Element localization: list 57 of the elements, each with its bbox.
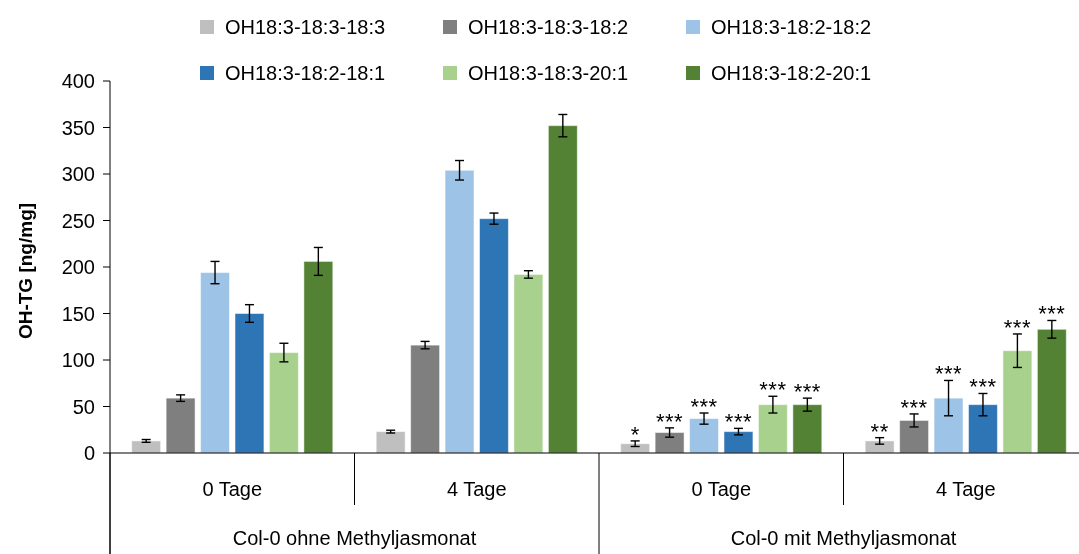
y-tick-label: 50 (72, 395, 95, 418)
y-tick-label: 150 (61, 302, 95, 325)
data-label: *** (969, 374, 997, 400)
legend-label: OH18:3-18:3-18:2 (468, 16, 629, 38)
bar (513, 273, 544, 454)
x-tick-label: 4 Tage (446, 478, 507, 500)
x-tick-label: 4 Tage (935, 478, 996, 500)
bar (1002, 350, 1033, 454)
y-tick-label: 350 (61, 116, 95, 139)
data-label: *** (690, 394, 718, 420)
data-label: *** (1003, 314, 1031, 340)
data-label: *** (759, 377, 787, 403)
bar (410, 344, 441, 454)
bar (864, 440, 895, 454)
legend-label: OH18:3-18:2-18:1 (225, 62, 386, 84)
bar (723, 431, 754, 454)
y-tick-label: 300 (61, 163, 95, 185)
legend-label: OH18:3-18:3-18:3 (225, 16, 386, 38)
legend-label: OH18:3-18:3-20:1 (468, 62, 629, 84)
x-tick-label: 0 Tage (691, 478, 752, 500)
bar (654, 432, 685, 454)
bar (479, 218, 509, 454)
bar (968, 404, 998, 454)
bar (792, 404, 823, 454)
bar (444, 169, 475, 454)
bar (689, 418, 719, 454)
text: Col-0 mit Methyljasmonat (730, 527, 957, 549)
bar (234, 313, 265, 454)
data-label: *** (724, 409, 753, 435)
data-label: *** (934, 361, 963, 387)
bar (1036, 328, 1067, 454)
y-tick-label: 200 (61, 256, 95, 278)
y-tick-label: 100 (61, 349, 95, 371)
data-label: *** (793, 379, 821, 405)
bar (165, 397, 196, 454)
data-label: *** (1038, 301, 1066, 327)
y-tick-label: 250 (61, 209, 95, 232)
y-tick-label: 0 (83, 442, 95, 464)
y-tick-label: 400 (61, 70, 95, 92)
x-tick-label: 0 Tage (202, 478, 263, 500)
bar (933, 397, 964, 454)
bar (303, 260, 334, 454)
legend-label: OH18:3-18:2-20:1 (711, 62, 872, 84)
bar (131, 440, 162, 454)
bar (757, 404, 788, 454)
data-label: ** (870, 418, 889, 444)
data-label: *** (656, 408, 684, 434)
text: Col-0 ohne Methyljasmonat (232, 527, 477, 549)
bar (899, 419, 930, 454)
data-label: *** (900, 394, 928, 420)
bar (268, 352, 299, 454)
bar (547, 125, 578, 454)
legend-label: OH18:3-18:2-18:2 (711, 16, 872, 38)
bar (375, 431, 406, 454)
bar (200, 272, 230, 454)
y-axis-title: OH-TG [ng/mg] (14, 202, 36, 340)
data-label: * (630, 421, 640, 447)
